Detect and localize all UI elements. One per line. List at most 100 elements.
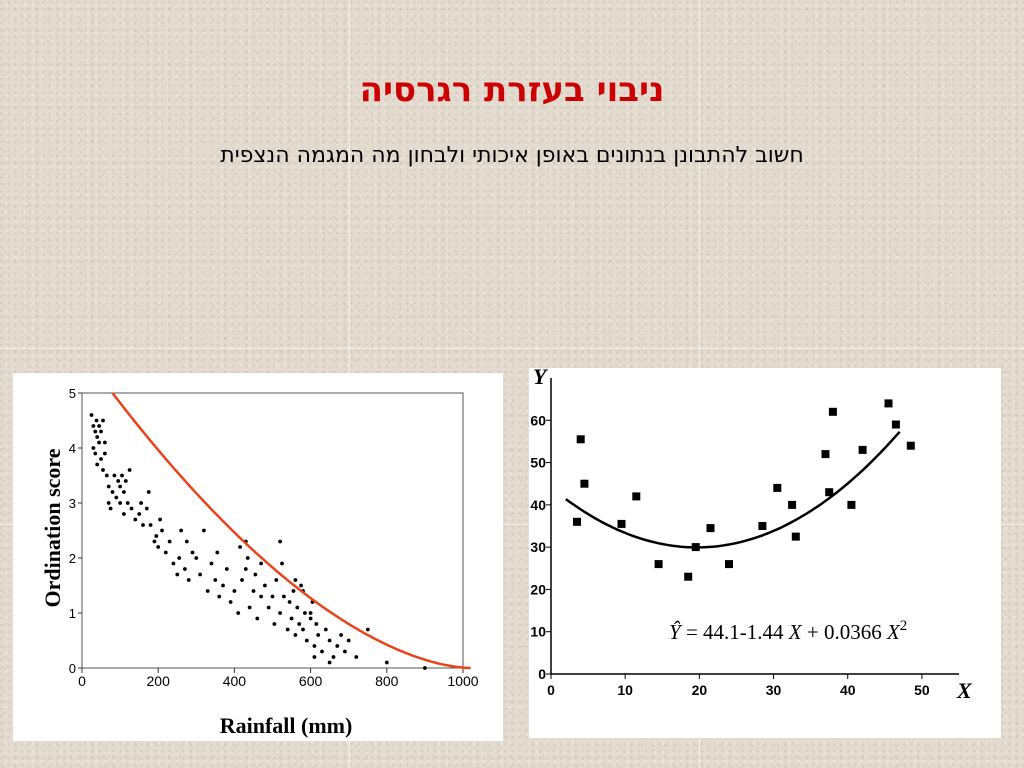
data-point [253, 572, 258, 577]
data-point [339, 633, 343, 637]
data-point [308, 611, 313, 615]
data-point [312, 655, 317, 659]
slide-title: ניבוי בעזרת רגרסיה [359, 70, 665, 110]
data-point [278, 539, 282, 544]
data-point [847, 500, 856, 509]
data-point [238, 545, 243, 549]
data-point [160, 528, 164, 533]
data-point [327, 660, 332, 665]
y-tick-label: 4 [69, 441, 76, 456]
data-point [122, 490, 126, 494]
regression-chart: 0 10 20 30 40 50 0 10 20 30 40 50 60 Y X Ŷ = 44.1-1.… [530, 364, 973, 703]
data-point [167, 539, 172, 544]
data-point [259, 594, 263, 599]
data-point [144, 506, 149, 511]
y-tick-label: 20 [530, 581, 546, 597]
chart-axes [550, 378, 959, 675]
data-point [194, 556, 199, 560]
data-point [580, 479, 589, 488]
data-point [293, 578, 298, 582]
data-point [103, 451, 107, 456]
y-axis-label: Y [533, 368, 549, 389]
data-point [299, 583, 303, 588]
x-tick-label: 50 [914, 682, 930, 698]
data-point [287, 600, 292, 604]
data-point [289, 616, 294, 621]
data-point [725, 560, 733, 569]
data-point [263, 583, 267, 588]
data-point [99, 429, 103, 434]
data-point [858, 445, 867, 454]
x-tick-label: 30 [766, 682, 782, 698]
data-point [312, 644, 317, 648]
data-point [255, 616, 260, 621]
data-point [97, 440, 101, 445]
y-tick-label: 50 [530, 455, 546, 471]
data-point [221, 583, 225, 588]
x-tick-label: 0 [547, 682, 555, 698]
data-point [304, 638, 309, 643]
x-axis-label: Rainfall (mm) [220, 713, 353, 738]
data-point [906, 441, 915, 450]
y-tick-label: 5 [69, 386, 76, 401]
data-point [156, 545, 161, 549]
data-point [240, 578, 244, 582]
data-point [95, 435, 100, 439]
equation-yhat: Ŷ [669, 620, 683, 644]
data-point [186, 578, 191, 582]
equation-constant: = 44.1-1.44 [681, 620, 789, 644]
data-point [127, 468, 132, 472]
data-point [266, 605, 271, 610]
data-point [758, 522, 767, 530]
data-point [232, 589, 237, 593]
data-point [120, 473, 124, 478]
data-point [106, 484, 111, 489]
data-point [331, 655, 336, 659]
data-point [118, 484, 122, 489]
equation-exponent: 2 [900, 618, 908, 634]
data-point [158, 517, 163, 522]
x-tick-label: 400 [223, 673, 247, 689]
data-point [95, 462, 100, 467]
y-tick-label: 0 [69, 661, 76, 676]
x-tick-label: 10 [617, 682, 633, 698]
data-point [654, 560, 663, 569]
data-point [215, 550, 220, 555]
regression-chart-panel: 0 10 20 30 40 50 0 10 20 30 40 50 60 Y X Ŷ = 44.1-1.… [529, 364, 1001, 738]
data-point [788, 500, 797, 509]
data-point [301, 627, 305, 632]
data-point [773, 483, 782, 492]
x-tick-label: 1000 [447, 673, 478, 689]
data-point [137, 512, 142, 516]
data-point [205, 589, 210, 593]
data-point [209, 561, 214, 566]
y-tick-label: 2 [69, 551, 76, 566]
data-point [139, 501, 143, 505]
data-point [278, 611, 282, 615]
x-tick-label: 800 [375, 673, 399, 689]
data-point [282, 594, 286, 599]
data-point [106, 501, 111, 505]
rainfall-chart-panel: 0 200 400 600 800 1000 0 1 2 3 4 5 Rainfall (mm) Or… [13, 373, 503, 741]
data-point [365, 627, 370, 632]
data-point [91, 446, 96, 450]
x-tick-label: 40 [840, 682, 856, 698]
data-point [154, 534, 159, 538]
data-point [632, 492, 641, 501]
data-point [576, 435, 585, 444]
fitted-curve [565, 430, 901, 549]
data-point [891, 420, 900, 429]
chart-points [89, 413, 427, 670]
data-point [123, 479, 128, 483]
data-point [122, 512, 126, 516]
data-point [146, 490, 151, 494]
data-point [213, 578, 218, 582]
data-point [274, 578, 279, 582]
chart-ticks: 0 10 20 30 40 50 0 10 20 30 40 50 60 [530, 412, 929, 698]
data-point [247, 605, 252, 610]
data-point [179, 528, 184, 533]
data-point [346, 638, 351, 643]
data-point [243, 567, 248, 571]
data-point [706, 524, 715, 533]
data-point [224, 567, 229, 571]
